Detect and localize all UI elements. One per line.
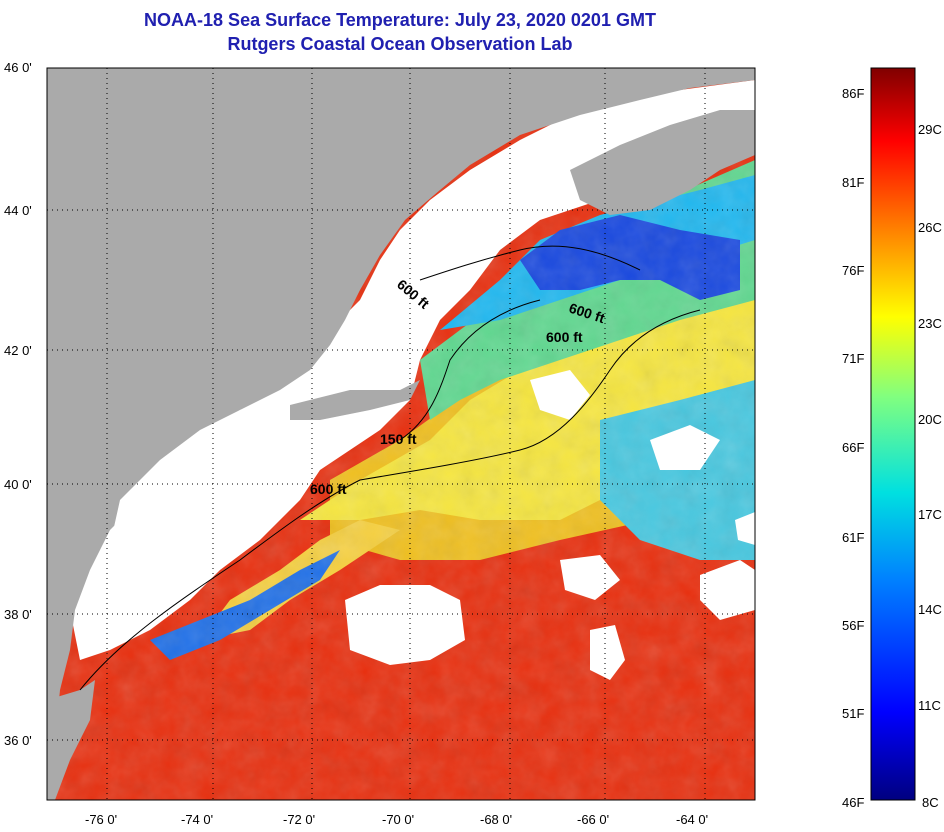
cloud-patch [345, 585, 465, 665]
contour-label: 600 ft [546, 329, 583, 345]
colorbar-f-label: 46F [842, 795, 865, 810]
colorbar-c-label: 8C [922, 795, 939, 810]
lon-tick-64: -64 0' [676, 812, 708, 827]
colorbar-c-label: 23C [918, 316, 942, 331]
cloud-patch [735, 512, 755, 545]
colorbar-f-label: 56F [842, 618, 865, 633]
colorbar-c-label: 14C [918, 602, 942, 617]
colorbar-f-label: 86F [842, 86, 865, 101]
page-subtitle: Rutgers Coastal Ocean Observation Lab [227, 34, 573, 54]
colorbar-c-label: 29C [918, 122, 942, 137]
colorbar [870, 67, 916, 801]
cloud-patch [650, 425, 720, 470]
map-border [46, 67, 756, 801]
lat-tick-46: 46 0' [4, 60, 32, 75]
page-title: NOAA-18 Sea Surface Temperature: July 23… [144, 10, 656, 30]
contour-label: 150 ft [380, 431, 417, 447]
colorbar-f-label: 51F [842, 706, 865, 721]
colorbar-c-label: 20C [918, 412, 942, 427]
colorbar-f-label: 71F [842, 351, 865, 366]
colorbar-c-label: 17C [918, 507, 942, 522]
lon-tick-72: -72 0' [283, 812, 315, 827]
land-mainland [47, 68, 755, 800]
cloud-patch [530, 370, 590, 420]
contour-label: 600 ft [310, 481, 347, 497]
colorbar-f-label: 76F [842, 263, 865, 278]
lon-tick-68: -68 0' [480, 812, 512, 827]
colorbar-f-label: 66F [842, 440, 865, 455]
graticule [47, 68, 755, 800]
lon-tick-74: -74 0' [181, 812, 213, 827]
lat-tick-40: 40 0' [4, 477, 32, 492]
cloud-over-land [100, 400, 290, 620]
colorbar-c-label: 26C [918, 220, 942, 235]
colorbar-c-label: 11C [918, 698, 941, 713]
lon-tick-76: -76 0' [85, 812, 117, 827]
lon-tick-66: -66 0' [577, 812, 609, 827]
contour-600ft-gulf [419, 245, 641, 281]
lat-tick-38: 38 0' [4, 607, 32, 622]
contour-600ft [79, 309, 701, 691]
coastal-cloud-cover [60, 80, 755, 660]
lat-tick-44: 44 0' [4, 203, 32, 218]
colorbar-f-label: 81F [842, 175, 865, 190]
cloud-patch [700, 560, 755, 620]
cloud-patch [590, 625, 625, 680]
land-nova-scotia [570, 110, 755, 215]
lat-tick-42: 42 0' [4, 343, 32, 358]
land-long-island [290, 380, 420, 420]
lat-tick-36: 36 0' [4, 733, 32, 748]
colorbar-f-label: 61F [842, 530, 865, 545]
land-delmarva [47, 680, 95, 800]
contour-150ft [399, 299, 541, 441]
lon-tick-70: -70 0' [382, 812, 414, 827]
